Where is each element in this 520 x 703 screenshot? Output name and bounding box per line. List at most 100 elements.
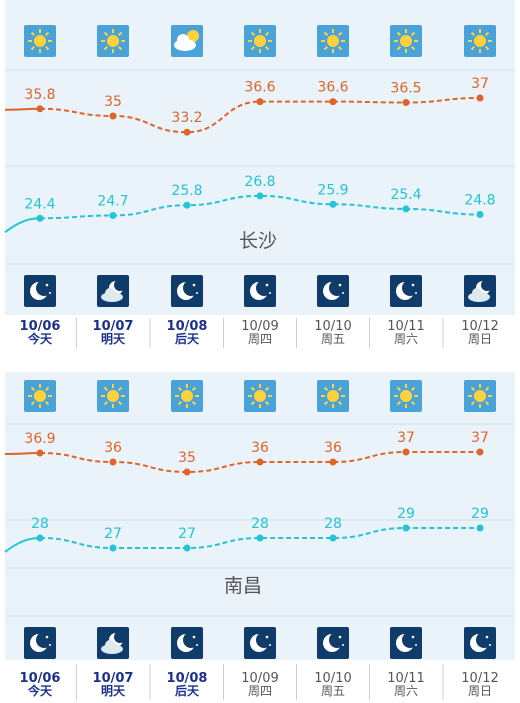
low-temp-label: 28	[31, 516, 49, 532]
low-temp-point	[183, 201, 191, 209]
high-temp-line-lead	[4, 107, 41, 111]
cloud-shape	[177, 34, 189, 46]
sun-ray	[30, 31, 36, 37]
high-temp-label: 36	[251, 440, 269, 456]
high-temp-point	[183, 468, 191, 476]
high-temp-label: 36.6	[317, 80, 348, 96]
sun-ray	[250, 400, 256, 406]
sun-ray	[30, 386, 36, 392]
cloud-shape	[105, 288, 115, 298]
day-name-label: 周四	[248, 684, 272, 698]
high-temp-label: 35	[104, 94, 122, 110]
sun-ray	[250, 386, 256, 392]
date-label: 10/08	[167, 671, 208, 686]
high-temp-point	[36, 449, 44, 457]
cloudy-moon-icon	[464, 275, 496, 307]
moon-icon	[171, 275, 203, 307]
low-temp-point	[36, 534, 44, 542]
sun-icon	[24, 380, 56, 412]
sun-ray	[410, 386, 416, 392]
star	[338, 283, 342, 287]
star	[45, 635, 49, 639]
date-strip	[5, 315, 515, 362]
low-temp-points: 24.4 24.7 25.8 26.8 25.9 25.4 24.8	[24, 174, 496, 222]
sun-ray	[323, 31, 329, 37]
panel-2-background	[5, 372, 515, 660]
star	[338, 635, 342, 639]
low-temp-label: 24.8	[464, 193, 495, 209]
sun-disc	[474, 390, 486, 402]
sun-ray	[44, 45, 50, 51]
star	[192, 635, 196, 639]
day-icons-row	[24, 25, 496, 57]
high-temp-points: 36.9 36 35 36 36 37 37	[24, 430, 489, 476]
sun-ray	[410, 45, 416, 51]
sun-ray	[250, 31, 256, 37]
star	[45, 283, 49, 287]
star	[49, 292, 51, 294]
sun-icon	[97, 380, 129, 412]
low-temp-point	[402, 524, 410, 532]
moon-cutout	[36, 632, 52, 648]
moon-cutout	[114, 631, 126, 643]
date-label: 10/08	[167, 319, 208, 334]
low-temp-point	[329, 534, 337, 542]
high-temp-points: 35.8 35 33.2 36.6 36.6 36.5 37	[24, 76, 489, 136]
day-name-label: 周六	[394, 684, 418, 698]
sun-disc	[327, 390, 339, 402]
low-temp-label: 28	[324, 516, 342, 532]
day-name-label: 周日	[468, 684, 492, 698]
sun-icon	[317, 25, 349, 57]
moon-cutout	[402, 632, 418, 648]
moon-icon	[244, 275, 276, 307]
high-temp-label: 36	[324, 440, 342, 456]
city-name: 长沙	[239, 230, 277, 252]
sun-ray	[470, 386, 476, 392]
date-label: 10/09	[241, 319, 278, 334]
date-label: 10/10	[314, 671, 351, 686]
high-temp-label: 36.9	[24, 431, 55, 447]
sun-ray	[250, 45, 256, 51]
date-label: 10/10	[314, 319, 351, 334]
sun-disc	[327, 35, 339, 47]
forecast-panel-2: 36.9 36 35 36 36 37 37 28 27 27 28 28 29 29 南昌 10/06…	[4, 372, 515, 703]
low-temp-label: 25.4	[390, 187, 421, 203]
high-temp-point	[329, 458, 337, 466]
sun-icon	[171, 380, 203, 412]
sun-ray	[484, 31, 490, 37]
day-name-label: 后天	[175, 683, 200, 698]
low-temp-label: 25.8	[171, 183, 202, 199]
sun-icon	[390, 25, 422, 57]
moon-icon	[244, 627, 276, 659]
star	[196, 644, 198, 646]
sun-ray	[396, 45, 402, 51]
low-temp-point	[476, 524, 484, 532]
star	[265, 283, 269, 287]
star	[269, 292, 271, 294]
sun-ray	[191, 386, 197, 392]
high-temp-point	[256, 458, 264, 466]
sun-ray	[396, 31, 402, 37]
cloudy-moon-icon	[97, 275, 129, 307]
sun-ray	[470, 45, 476, 51]
star	[269, 644, 271, 646]
high-temp-label: 36.5	[390, 81, 421, 97]
star	[411, 283, 415, 287]
date-label: 10/06	[20, 671, 61, 686]
sun-disc	[187, 30, 199, 42]
moon-icon	[464, 627, 496, 659]
day-icons-row	[24, 380, 496, 412]
moon-cutout	[329, 280, 345, 296]
date-label: 10/06	[20, 319, 61, 334]
sun-ray	[44, 400, 50, 406]
high-temp-line-lead	[4, 452, 41, 455]
sun-ray	[264, 31, 270, 37]
low-temp-point	[183, 544, 191, 552]
sun-ray	[337, 400, 343, 406]
moon-cutout	[481, 279, 493, 291]
sun-icon	[24, 25, 56, 57]
date-label: 10/09	[241, 671, 278, 686]
high-temp-label: 37	[397, 430, 415, 446]
star	[485, 635, 489, 639]
